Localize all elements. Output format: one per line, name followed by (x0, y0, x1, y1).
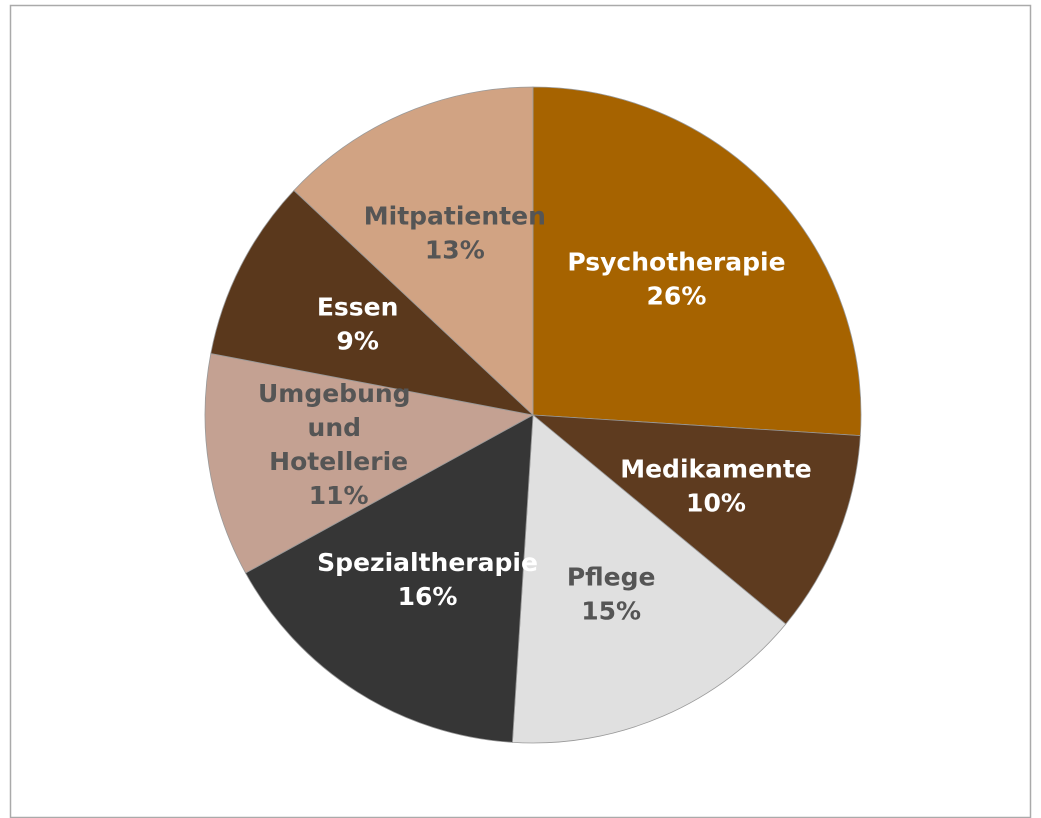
pie-slice (531, 414, 861, 625)
pie-slice (293, 86, 534, 416)
slice-label: Psychotherapie (567, 247, 785, 276)
slice-value-label: 9% (336, 327, 378, 356)
slice-label: Mitpatienten (364, 201, 546, 230)
pie-slice (204, 353, 535, 574)
pie-slice (511, 414, 787, 744)
pie (204, 86, 862, 744)
slice-value-label: 13% (425, 235, 485, 264)
slice-label: Pflege (567, 563, 656, 592)
slice-value-label: 11% (309, 481, 369, 510)
slice-label: Umgebung und Hotellerie (258, 379, 419, 476)
pie-slice (210, 189, 535, 416)
slice-label: Spezialtherapie (317, 548, 538, 577)
slice-value-label: 26% (647, 281, 707, 310)
slice-label: Essen (317, 293, 399, 322)
slice-value-label: 16% (398, 582, 458, 611)
slice-value-label: 10% (686, 488, 746, 517)
pie-slice (532, 86, 862, 437)
pie-slice (245, 414, 534, 743)
slice-label: Medikamente (620, 454, 812, 483)
slice-value-label: 15% (581, 597, 641, 626)
pie-labels: Psychotherapie 26% Medikamente 10% Pflege 15%… (258, 201, 812, 625)
